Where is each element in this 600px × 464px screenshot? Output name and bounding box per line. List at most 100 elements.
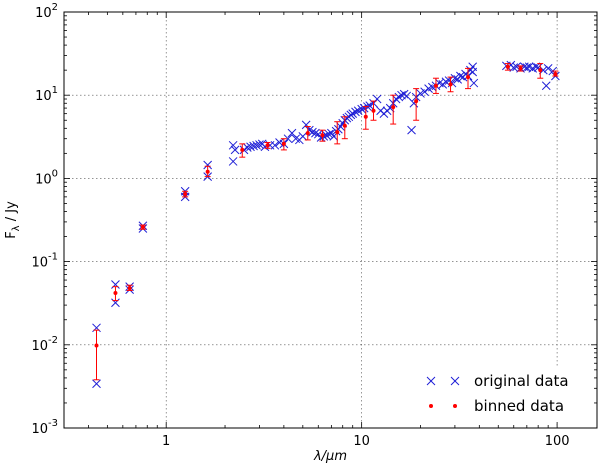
original-data-point (311, 128, 320, 138)
x-marker-stroke (92, 379, 101, 389)
x-marker-stroke (541, 81, 551, 91)
binned-data-point (553, 71, 558, 76)
binned-data-point (433, 83, 438, 88)
legend-marker-original (426, 376, 436, 386)
x-marker-stroke (397, 90, 406, 100)
x-marker-stroke (512, 62, 521, 72)
original-data-point (92, 379, 101, 389)
binned-data-point (335, 130, 340, 135)
legend-label-binned: binned data (474, 397, 564, 415)
x-marker-stroke (246, 142, 255, 152)
x-marker-stroke (308, 127, 317, 137)
y-tick-label: 10-1 (31, 252, 58, 271)
original-data-point (308, 127, 317, 137)
original-data-point (255, 140, 264, 149)
x-marker-stroke (311, 128, 320, 138)
original-data-point (252, 140, 261, 150)
grid (64, 12, 597, 428)
x-marker-stroke (327, 128, 336, 138)
x-marker-stroke (242, 143, 252, 152)
binned-data-point (391, 105, 396, 110)
x-marker-stroke (372, 94, 382, 104)
x-marker-stroke (252, 140, 261, 150)
x-axis-label: λ/μm (313, 449, 347, 464)
binned-data-point (465, 75, 470, 80)
original-data-point (111, 280, 120, 289)
x-tick-label: 1 (162, 434, 170, 449)
binned-data-point (281, 141, 286, 146)
x-marker-stroke (399, 89, 409, 99)
binned-data-point (205, 169, 210, 174)
original-data-point (322, 130, 331, 140)
x-marker-stroke (291, 134, 301, 144)
x-marker-stroke (402, 91, 412, 101)
axis-ticks (63, 11, 597, 429)
original-data-point (270, 140, 280, 150)
x-marker-stroke (468, 67, 478, 77)
original-data-point (351, 107, 360, 117)
y-tick-label: 100 (35, 168, 58, 187)
x-marker-stroke (407, 125, 416, 135)
x-marker-stroke (287, 128, 297, 138)
binned-data-point (448, 82, 453, 87)
x-tick-label: 100 (545, 434, 570, 449)
binned-data-point (518, 66, 523, 71)
x-marker-stroke (275, 138, 284, 147)
original-data-point (348, 109, 358, 119)
y-tick-label: 101 (35, 85, 58, 104)
legend-marker-original (450, 376, 460, 386)
y-tick-label: 10-2 (31, 335, 58, 354)
original-data-point (450, 73, 460, 83)
x-marker-stroke (249, 141, 258, 151)
binned-data-point (113, 290, 118, 295)
x-marker-stroke (348, 109, 358, 119)
binned-data-point (140, 225, 145, 230)
original-data-point (543, 64, 553, 73)
x-marker-stroke (524, 62, 534, 72)
binned-data-point (538, 68, 543, 73)
plot-frame (63, 11, 598, 429)
binned-data-point (414, 99, 419, 104)
x-marker-stroke (228, 157, 238, 166)
y-tick-label: 102 (35, 2, 58, 21)
binned-data-point (94, 343, 99, 348)
x-marker-stroke (270, 140, 280, 150)
legend-marker-binned (453, 404, 457, 408)
x-marker-stroke (324, 129, 334, 139)
original-data-point (420, 87, 429, 97)
x-marker-stroke (283, 134, 293, 144)
x-marker-stroke (228, 140, 238, 150)
x-marker-stroke (230, 145, 240, 155)
legend-marker-binned (429, 404, 433, 408)
x-marker-stroke (420, 87, 429, 97)
y-axis-label: Fλ / Jy (4, 201, 22, 239)
original-data-point (287, 128, 297, 138)
original-data-point (456, 71, 465, 81)
legend: original data binned data (418, 366, 590, 422)
original-data-point (301, 120, 311, 130)
binned-data-point (342, 123, 347, 128)
x-marker-stroke (450, 376, 460, 386)
original-data-point (394, 92, 404, 102)
x-marker-stroke (450, 73, 460, 83)
original-data-point (372, 94, 382, 104)
binned-data-point (183, 191, 188, 196)
original-data-point (228, 157, 238, 166)
x-marker-stroke (322, 130, 331, 140)
x-marker-stroke (533, 63, 543, 72)
binned-data-point (240, 147, 245, 152)
x-marker-stroke (351, 107, 360, 117)
y-tick-label: 10-3 (31, 418, 58, 437)
series-layer (92, 60, 560, 389)
original-data-point (402, 91, 412, 101)
original-data-point (230, 145, 240, 155)
x-marker-stroke (394, 92, 404, 102)
x-marker-stroke (543, 64, 553, 73)
original-data-point (249, 141, 258, 151)
binned-data-point (305, 131, 310, 136)
original-data-point (283, 134, 293, 144)
tick-labels: 1 10 100 10-3 10-2 10-1 100 101 102 (31, 2, 569, 449)
binned-data-point (320, 133, 325, 138)
x-marker-stroke (365, 101, 375, 110)
original-data-point (203, 160, 213, 170)
